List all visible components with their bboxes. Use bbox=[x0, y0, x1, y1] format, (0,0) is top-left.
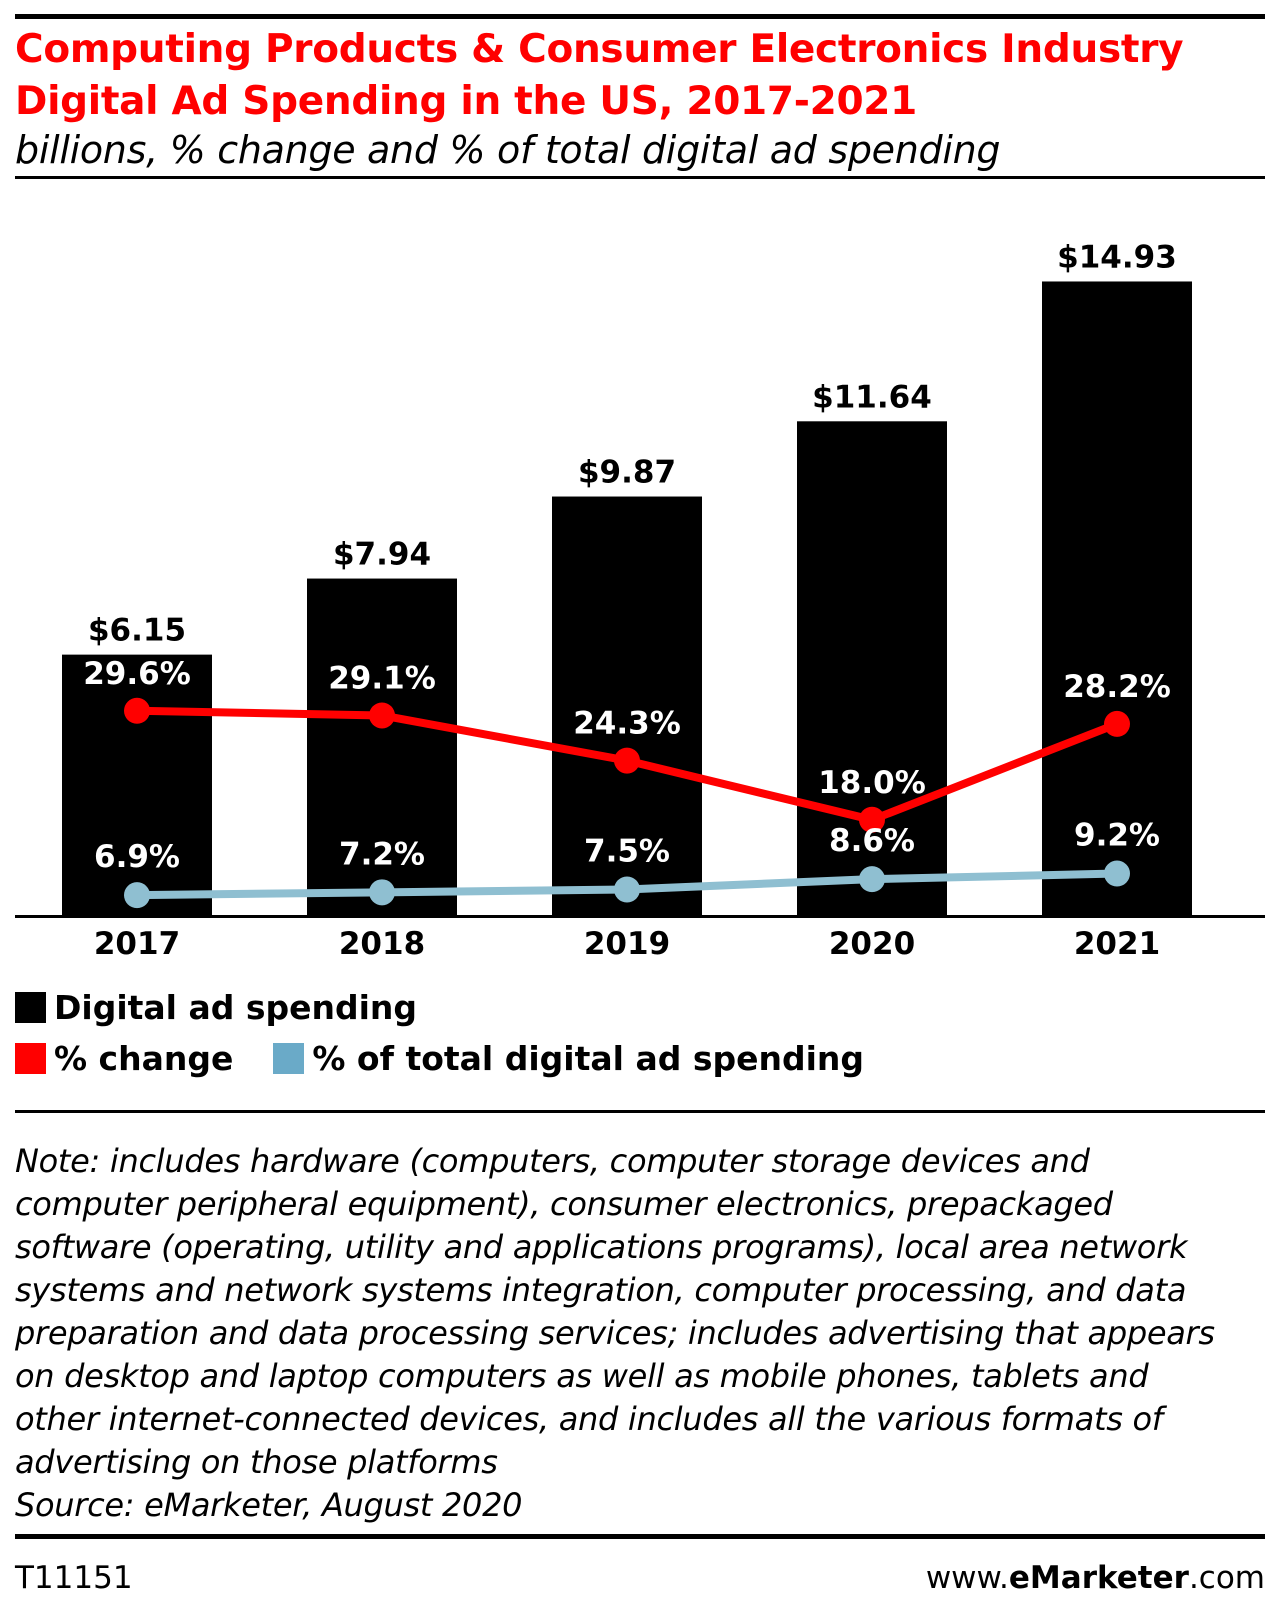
chart-code: T11151 bbox=[15, 1560, 133, 1596]
bar-value-label: $9.87 bbox=[578, 455, 676, 491]
x-axis-baseline bbox=[15, 915, 1265, 918]
note-line: systems and network systems integration,… bbox=[15, 1271, 1187, 1309]
footer-rule bbox=[15, 1534, 1265, 1539]
brand-link[interactable]: www.eMarketer.com bbox=[926, 1560, 1265, 1596]
x-tick-label: 2019 bbox=[584, 926, 670, 962]
pct-change-point bbox=[614, 747, 640, 774]
bar-value-label: $14.93 bbox=[1057, 239, 1177, 275]
bar-value-label: $11.64 bbox=[812, 379, 932, 415]
bar bbox=[552, 496, 702, 916]
top-rule bbox=[15, 14, 1265, 19]
pct-total-label: 6.9% bbox=[94, 839, 180, 875]
bar bbox=[307, 578, 457, 916]
pct-change-point bbox=[369, 702, 395, 729]
legend-label-spending: Digital ad spending bbox=[54, 988, 418, 1027]
source-line: Source: eMarketer, August 2020 bbox=[15, 1486, 523, 1524]
note-line: Note: includes hardware (computers, comp… bbox=[15, 1142, 1090, 1180]
note-line: advertising on those platforms bbox=[15, 1443, 498, 1481]
legend-row-2: % change % of total digital ad spending bbox=[15, 1039, 864, 1078]
bar bbox=[1042, 281, 1192, 917]
bar bbox=[797, 421, 947, 916]
pct-total-point bbox=[369, 879, 395, 906]
chart-title: Computing Products & Consumer Electronic… bbox=[15, 24, 1265, 128]
bar-value-label: $7.94 bbox=[333, 537, 431, 573]
legend-swatch-spending bbox=[15, 992, 46, 1023]
note-line: computer peripheral equipment), consumer… bbox=[15, 1185, 1113, 1223]
legend-item-total: % of total digital ad spending bbox=[273, 1039, 864, 1078]
legend-item-change: % change bbox=[15, 1039, 233, 1078]
pct-change-label: 28.2% bbox=[1063, 669, 1171, 705]
title-line-1: Computing Products & Consumer Electronic… bbox=[15, 27, 1184, 72]
note-line: on desktop and laptop computers as well … bbox=[15, 1357, 1149, 1395]
legend-label-total: % of total digital ad spending bbox=[312, 1039, 865, 1078]
pct-total-label: 7.5% bbox=[584, 834, 670, 870]
legend-label-change: % change bbox=[54, 1039, 234, 1078]
x-tick-label: 2021 bbox=[1074, 926, 1160, 962]
note-line: software (operating, utility and applica… bbox=[15, 1228, 1188, 1266]
note-rule bbox=[15, 1110, 1265, 1113]
pct-total-label: 8.6% bbox=[829, 823, 915, 859]
chart-subtitle: billions, % change and % of total digita… bbox=[15, 128, 1001, 172]
pct-total-label: 9.2% bbox=[1074, 818, 1160, 854]
x-tick-label: 2018 bbox=[339, 926, 425, 962]
brand-suffix: .com bbox=[1188, 1560, 1265, 1596]
legend-swatch-total bbox=[273, 1043, 305, 1074]
pct-change-point bbox=[124, 697, 150, 724]
pct-change-label: 24.3% bbox=[573, 706, 681, 742]
pct-change-label: 29.6% bbox=[83, 656, 191, 692]
note: Note: includes hardware (computers, comp… bbox=[15, 1140, 1265, 1527]
x-tick-label: 2017 bbox=[94, 926, 180, 962]
pct-change-point bbox=[1104, 710, 1130, 737]
legend-item-spending: Digital ad spending bbox=[15, 988, 417, 1027]
legend-swatch-change bbox=[15, 1043, 46, 1074]
pct-change-label: 18.0% bbox=[818, 765, 926, 801]
pct-total-point bbox=[614, 876, 640, 903]
bar bbox=[62, 654, 212, 916]
note-line: preparation and data processing services… bbox=[15, 1314, 1215, 1352]
brand-name: eMarketer bbox=[1008, 1560, 1189, 1596]
legend-row-1: Digital ad spending bbox=[15, 988, 417, 1027]
brand-prefix: www. bbox=[925, 1560, 1009, 1596]
pct-total-point bbox=[124, 882, 150, 909]
pct-total-point bbox=[859, 866, 885, 893]
title-line-2: Digital Ad Spending in the US, 2017-2021 bbox=[15, 79, 917, 124]
note-line: other internet-connected devices, and in… bbox=[15, 1400, 1163, 1438]
chart: $6.15 $7.94 $9.87 $11.64 $14.93 2017 2018 2019 2… bbox=[15, 239, 1265, 962]
subtitle-rule bbox=[15, 176, 1265, 179]
x-tick-label: 2020 bbox=[829, 926, 915, 962]
pct-change-point bbox=[859, 806, 885, 833]
bar-value-label: $6.15 bbox=[88, 613, 186, 649]
pct-change-label: 29.1% bbox=[328, 660, 436, 696]
pct-total-label: 7.2% bbox=[339, 836, 425, 872]
pct-total-point bbox=[1104, 860, 1130, 887]
